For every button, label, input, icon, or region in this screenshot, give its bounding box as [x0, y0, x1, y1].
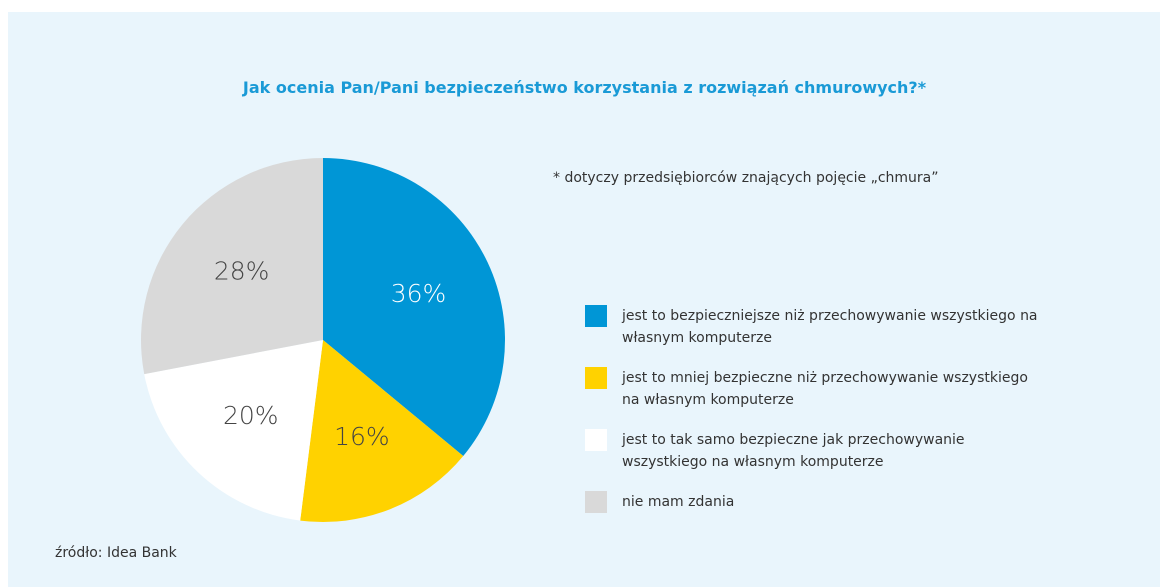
pie-slice [141, 158, 323, 375]
legend-label: nie mam zdania [622, 494, 735, 510]
legend-swatch [585, 367, 607, 389]
legend-swatch [585, 491, 607, 513]
legend-label: jest to mniej bezpieczne niż przechowywa… [622, 370, 1028, 408]
chart-title: Jak ocenia Pan/Pani bezpieczeństwo korzy… [242, 78, 927, 97]
legend-item: nie mam zdania [585, 491, 1047, 513]
legend-item: jest to bezpieczniejsze niż przechowywan… [585, 305, 1047, 349]
legend-label: jest to bezpieczniejsze niż przechowywan… [622, 308, 1038, 346]
data-label: 36% [391, 279, 447, 308]
legend-item: jest to tak samo bezpieczne jak przechow… [585, 429, 1047, 473]
data-label: 20% [223, 401, 279, 430]
legend-label: jest to tak samo bezpieczne jak przechow… [622, 432, 965, 470]
source: źródło: Idea Bank [55, 545, 177, 561]
data-label: 16% [334, 422, 390, 451]
note: * dotyczy przedsiębiorców znających poję… [553, 170, 939, 186]
legend-swatch [585, 305, 607, 327]
pie-slice [144, 340, 323, 521]
legend-item: jest to mniej bezpieczne niż przechowywa… [585, 367, 1047, 411]
data-label: 28% [214, 257, 270, 286]
legend-swatch [585, 429, 607, 451]
pie-slice [323, 158, 505, 457]
pie-slice [300, 340, 464, 522]
